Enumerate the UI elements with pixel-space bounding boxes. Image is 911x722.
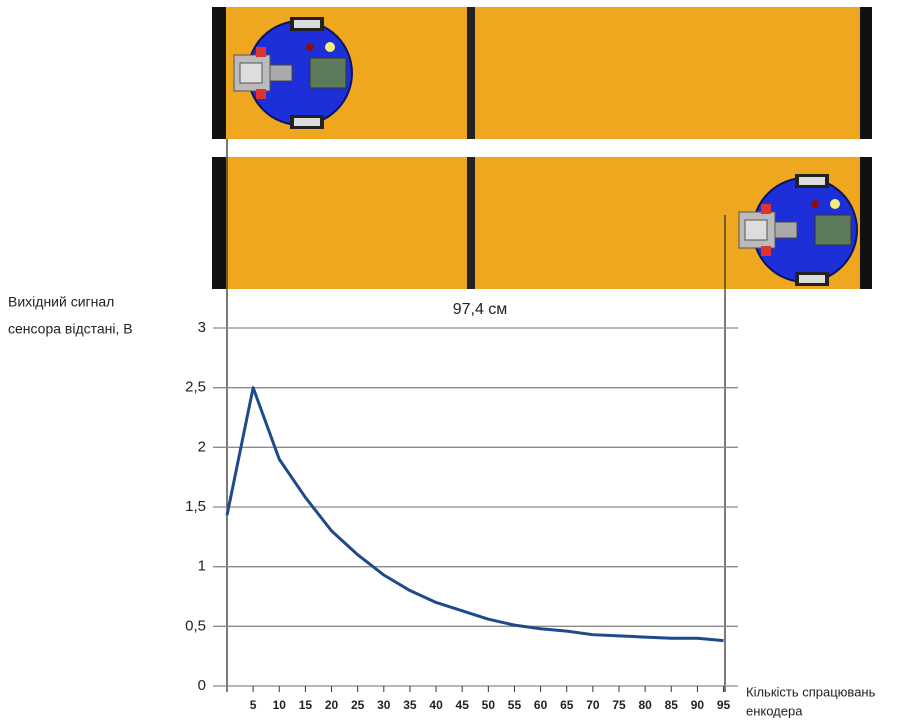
x-tick-label: 5 [250,698,257,712]
y-label: сенсора відстані, В [8,321,133,337]
x-tick-label: 55 [508,698,522,712]
y-label: Вихідний сигнал [8,294,114,310]
x-tick-label: 30 [377,698,391,712]
y-tick-label: 2,5 [185,379,206,396]
y-tick-label: 1,5 [185,498,206,515]
y-tick-label: 3 [198,319,206,336]
annotation: 97,4 см [453,301,508,318]
y-tick-label: 1 [198,558,206,575]
x-tick-label: 35 [403,698,417,712]
x-tick-label: 90 [691,698,705,712]
y-tick-label: 0 [198,677,206,694]
x-tick-label: 15 [299,698,313,712]
page: {"chart_data": {"type": "line", "y_label… [0,0,911,722]
x-tick-label: 40 [429,698,443,712]
data-line [227,388,724,641]
x-tick-label: 45 [456,698,470,712]
x-tick-label: 95 [717,698,731,712]
x-tick-label: 75 [612,698,626,712]
x-label: енкодера [746,703,803,718]
x-tick-label: 60 [534,698,548,712]
x-tick-label: 50 [482,698,496,712]
x-label: Кількість спрацювань [746,684,876,699]
x-tick-label: 80 [638,698,652,712]
x-tick-label: 85 [665,698,679,712]
y-tick-label: 0,5 [185,617,206,634]
track-bottom [212,157,872,289]
x-tick-label: 65 [560,698,574,712]
x-tick-label: 20 [325,698,339,712]
chart: 97,4 см Вихідний сигнал сенсора відстані… [0,0,911,722]
track-top [212,7,872,139]
x-tick-label: 10 [273,698,287,712]
x-tick-label: 25 [351,698,365,712]
x-tick-label: 70 [586,698,600,712]
y-tick-label: 2 [198,438,206,455]
